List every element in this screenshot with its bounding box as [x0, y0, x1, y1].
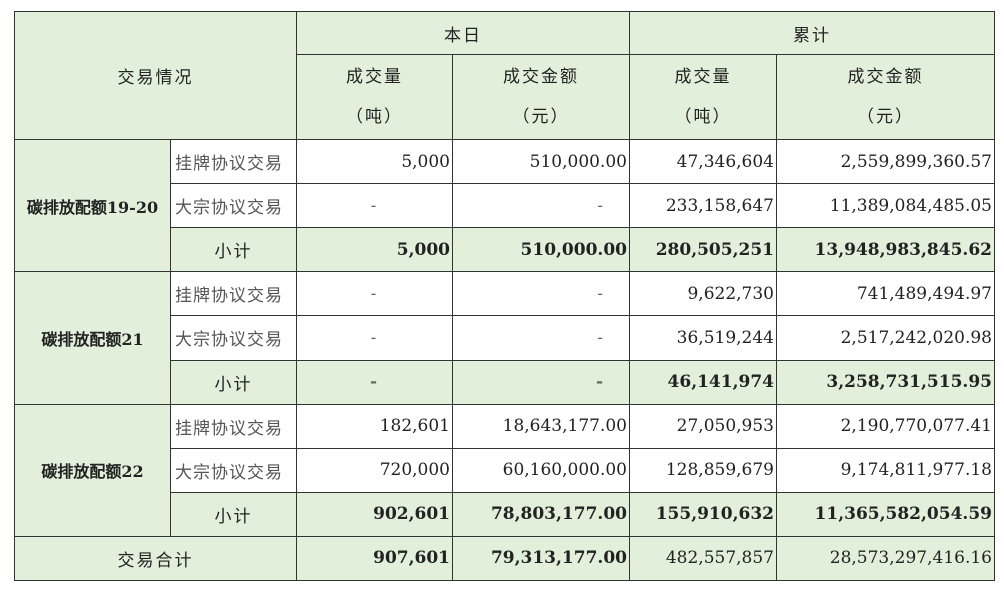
today-amount: 510,000.00: [452, 139, 630, 185]
today-volume: 902,601: [296, 491, 453, 537]
cum-amount: 741,489,494.97: [776, 271, 995, 317]
today-volume: 720,000: [296, 447, 453, 493]
header-today-volume: 成交量 （吨）: [296, 54, 453, 141]
header-today-amount: 成交金额 （元）: [452, 54, 630, 141]
cum-amount: 11,365,582,054.59: [776, 491, 995, 537]
group-label: 碳排放配额21: [14, 271, 171, 405]
cum-amount: 9,174,811,977.18: [776, 447, 995, 493]
today-amount: -: [452, 315, 630, 361]
table-row: 大宗协议交易 - - 233,158,647 11,389,084,485.05: [15, 183, 995, 229]
today-amount: 60,160,000.00: [452, 447, 630, 493]
trade-type: 挂牌协议交易: [170, 403, 297, 449]
header-row-sub: 成交量 （吨） 成交金额 （元） 成交量 （吨） 成交金额 （元）: [15, 54, 995, 141]
today-volume: 182,601: [296, 403, 453, 449]
cum-amount: 2,190,770,077.41: [776, 403, 995, 449]
trading-summary-table: 交易情况 本日 累计 成交量 （吨） 成交金额 （元） 成交量 （吨） 成交金额…: [14, 10, 995, 582]
header-amount-unit: （元）: [857, 107, 914, 128]
today-volume: 5,000: [296, 139, 453, 185]
subtotal-row: 小计 5,000 510,000.00 280,505,251 13,948,9…: [15, 227, 995, 273]
cum-amount: 11,389,084,485.05: [776, 183, 995, 229]
cum-amount: 2,517,242,020.98: [776, 315, 995, 361]
table-row: 大宗协议交易 - - 36,519,244 2,517,242,020.98: [15, 315, 995, 361]
table-row: 碳排放配额21 挂牌协议交易 - - 9,622,730 741,489,494…: [14, 271, 995, 405]
header-volume-label: 成交量: [674, 67, 732, 88]
today-amount: -: [452, 359, 630, 405]
cum-volume: 9,622,730: [629, 271, 777, 317]
subtotal-row: 小计 902,601 78,803,177.00 155,910,632 11,…: [15, 491, 995, 537]
cum-volume: 36,519,244: [629, 315, 777, 361]
header-today: 本日: [296, 10, 630, 56]
header-amount-unit: （元）: [512, 107, 570, 128]
table-row: 大宗协议交易 720,000 60,160,000.00 128,859,679…: [15, 447, 995, 493]
header-amount-label: 成交金额: [847, 67, 924, 88]
header-cumulative: 累计: [629, 10, 995, 56]
today-amount: 18,643,177.00: [452, 403, 630, 449]
today-volume: -: [296, 183, 453, 229]
cum-amount: 3,258,731,515.95: [776, 359, 995, 405]
cum-volume: 280,505,251: [629, 227, 777, 273]
trade-type: 大宗协议交易: [170, 183, 297, 229]
group-label: 碳排放配额22: [14, 403, 171, 537]
today-volume: -: [296, 359, 453, 405]
today-amount: 79,313,177.00: [452, 535, 630, 582]
header-volume-label: 成交量: [346, 67, 403, 88]
cum-amount: 2,559,899,360.57: [776, 139, 995, 185]
cum-amount: 28,573,297,416.16: [776, 535, 995, 582]
today-volume: 5,000: [296, 227, 453, 273]
cum-volume: 47,346,604: [629, 139, 777, 185]
header-row-top: 交易情况 本日 累计: [14, 10, 995, 141]
subtotal-row: 小计 - - 46,141,974 3,258,731,515.95: [15, 359, 995, 405]
header-volume-unit: （吨）: [346, 107, 403, 128]
total-row: 交易合计 907,601 79,313,177.00 482,557,857 2…: [14, 535, 995, 582]
subtotal-label: 小计: [170, 359, 297, 405]
total-label: 交易合计: [14, 535, 297, 582]
today-volume: 907,601: [296, 535, 453, 582]
today-amount: -: [452, 271, 630, 317]
subtotal-label: 小计: [170, 227, 297, 273]
trade-type: 大宗协议交易: [170, 315, 297, 361]
cum-volume: 233,158,647: [629, 183, 777, 229]
header-trading-situation: 交易情况: [14, 10, 297, 141]
today-amount: 78,803,177.00: [452, 491, 630, 537]
today-volume: -: [296, 271, 453, 317]
table-row: 碳排放配额22 挂牌协议交易 182,601 18,643,177.00 27,…: [14, 403, 995, 537]
cum-volume: 482,557,857: [629, 535, 777, 582]
cum-amount: 13,948,983,845.62: [776, 227, 995, 273]
trade-type: 大宗协议交易: [170, 447, 297, 493]
table-row: 碳排放配额19-20 挂牌协议交易 5,000 510,000.00 47,34…: [14, 139, 995, 273]
header-cum-volume: 成交量 （吨）: [629, 54, 777, 141]
header-amount-label: 成交金额: [503, 67, 579, 88]
cum-volume: 155,910,632: [629, 491, 777, 537]
header-volume-unit: （吨）: [674, 107, 732, 128]
cum-volume: 128,859,679: [629, 447, 777, 493]
header-cum-amount: 成交金额 （元）: [776, 54, 995, 141]
trade-type: 挂牌协议交易: [170, 271, 297, 317]
today-amount: -: [452, 183, 630, 229]
subtotal-label: 小计: [170, 491, 297, 537]
cum-volume: 27,050,953: [629, 403, 777, 449]
today-volume: -: [296, 315, 453, 361]
trade-type: 挂牌协议交易: [170, 139, 297, 185]
group-label: 碳排放配额19-20: [14, 139, 171, 273]
today-amount: 510,000.00: [452, 227, 630, 273]
cum-volume: 46,141,974: [629, 359, 777, 405]
